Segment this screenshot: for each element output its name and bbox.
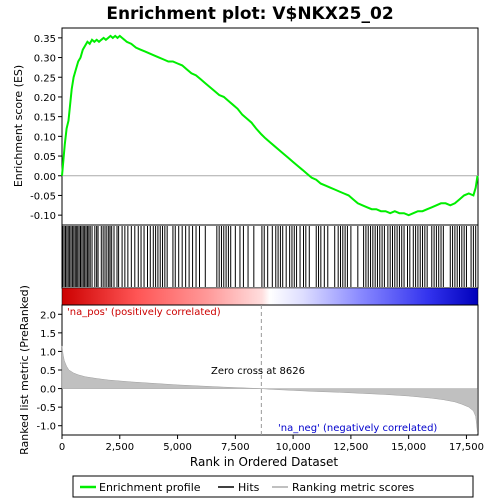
rank-panel-frame <box>61 304 479 436</box>
na-neg-annotation: 'na_neg' (negatively correlated) <box>278 423 437 434</box>
legend-hits-label: Hits <box>238 481 260 494</box>
x-tick-label: 10,000 <box>276 442 311 453</box>
legend-ranking-label: Ranking metric scores <box>292 481 414 494</box>
es-y-tick-label: 0.15 <box>34 113 56 124</box>
chart-title: Enrichment plot: V$NKX25_02 <box>106 4 393 24</box>
es-y-tick-label: 0.20 <box>34 93 56 104</box>
x-tick-label: 17,500 <box>449 442 484 453</box>
rank-y-tick-label: 1.0 <box>40 347 56 358</box>
es-axis: -0.10 -0.05 0.00 0.05 0.10 0.15 0.20 0.25 0.30 0.… <box>30 34 62 222</box>
x-tick-label: 12,500 <box>333 442 368 453</box>
x-axis-label: Rank in Ordered Dataset <box>190 455 338 469</box>
x-tick-label: 7,500 <box>221 442 250 453</box>
zero-cross-annotation: Zero cross at 8626 <box>211 366 305 377</box>
es-y-tick-label: 0.05 <box>34 152 56 163</box>
rank-y-tick-label: -0.5 <box>36 403 56 414</box>
es-y-tick-label: -0.05 <box>30 191 56 202</box>
rank-y-tick-label: 0.5 <box>40 366 56 377</box>
es-y-tick-label: 0.30 <box>34 54 56 65</box>
enrichment-profile-line <box>61 34 479 217</box>
es-y-tick-label: 0.00 <box>34 172 56 183</box>
es-panel-frame <box>61 27 479 226</box>
es-y-tick-label: 0.25 <box>34 73 56 84</box>
x-axis: 0 2,500 5,000 7,500 10,000 12,500 15,000 17,500 <box>59 435 484 453</box>
rank-y-tick-label: 2.0 <box>40 310 56 321</box>
legend-enrichment-label: Enrichment profile <box>99 481 201 494</box>
rank-axis: -1.0 -0.5 0.0 0.5 1.0 1.5 2.0 <box>36 310 62 433</box>
x-tick-label: 15,000 <box>391 442 426 453</box>
hits-marks <box>62 226 477 287</box>
es-y-axis-label: Enrichment score (ES) <box>12 65 25 187</box>
na-pos-annotation: 'na_pos' (positively correlated) <box>67 307 221 318</box>
es-y-tick-label: -0.10 <box>30 211 56 222</box>
rank-color-bar <box>61 287 479 306</box>
x-tick-label: 5,000 <box>163 442 192 453</box>
rank-y-axis-label: Ranked list metric (PreRanked) <box>18 285 31 455</box>
ranking-metric-area <box>61 345 478 434</box>
rank-y-tick-label: -1.0 <box>36 422 56 433</box>
rank-y-tick-label: 1.5 <box>40 329 56 340</box>
es-y-tick-label: 0.10 <box>34 132 56 143</box>
x-tick-label: 2,500 <box>105 442 134 453</box>
x-tick-label: 0 <box>59 442 65 453</box>
rank-y-tick-label: 0.0 <box>40 385 56 396</box>
es-y-tick-label: 0.35 <box>34 34 56 45</box>
